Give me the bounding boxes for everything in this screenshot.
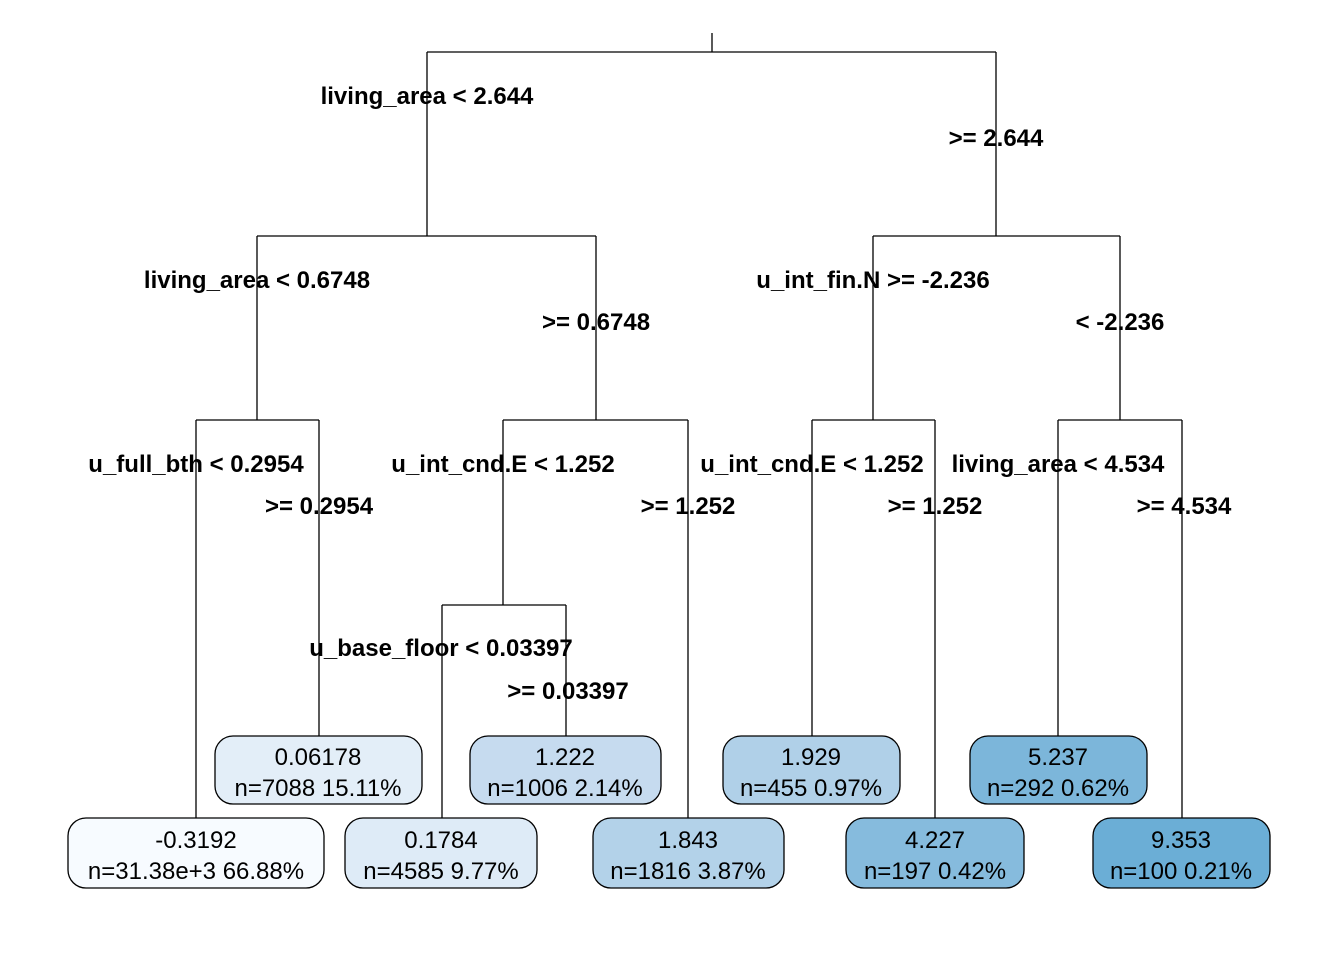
split-lr-right-label: >= 1.252 [641,493,736,520]
leaf-box [67,817,325,889]
leaf-box [722,735,901,805]
split-l-right-label: >= 0.6748 [542,309,650,336]
leaf-stats: n=1816 3.87% [610,858,765,885]
edge-lr [502,419,689,818]
leaf-value: 0.06178 [275,744,362,771]
split-rr-right-label: >= 4.534 [1137,493,1232,520]
leaf-stats: n=455 0.97% [740,775,882,802]
leaf-value: 0.1784 [404,827,477,854]
split-r-right-label: < -2.236 [1076,309,1165,336]
split-rl-left-label: u_int_cnd.E < 1.252 [700,451,923,478]
leaf-node: 4.227 n=197 0.42% [845,817,1025,889]
leaf-box [592,817,785,889]
leaf-node: -0.3192 n=31.38e+3 66.88% [67,817,325,889]
leaf-node: 1.843 n=1816 3.87% [592,817,785,889]
tree-edges [195,33,1183,818]
leaf-value: 1.929 [781,744,841,771]
leaf-node: 9.353 n=100 0.21% [1092,817,1271,889]
leaf-stats: n=1006 2.14% [487,775,642,802]
leaf-value: 9.353 [1151,827,1211,854]
leaf-value: -0.3192 [155,827,236,854]
split-l-left-label: living_area < 0.6748 [144,267,370,294]
leaf-stats: n=197 0.42% [864,858,1006,885]
leaf-node: 0.1784 n=4585 9.77% [344,817,538,889]
split-lrl-left-label: u_base_floor < 0.03397 [309,635,572,662]
leaf-stats: n=4585 9.77% [363,858,518,885]
edge-l [256,235,597,420]
split-rl-right-label: >= 1.252 [888,493,983,520]
split-root-right-label: >= 2.644 [949,125,1044,152]
split-rr-left-label: living_area < 4.534 [952,451,1165,478]
split-root-left-label: living_area < 2.644 [321,83,534,110]
leaf-node: 1.929 n=455 0.97% [722,735,901,805]
leaf-stats: n=100 0.21% [1110,858,1252,885]
leaf-stats: n=31.38e+3 66.88% [88,858,304,885]
leaf-node: 1.222 n=1006 2.14% [469,735,662,805]
edge-rl [811,419,936,818]
split-lrl-right-label: >= 0.03397 [507,678,628,705]
edge-r [872,235,1121,420]
leaf-node: 0.06178 n=7088 15.11% [214,735,423,805]
leaf-box [214,735,423,805]
leaf-box [845,817,1025,889]
leaf-value: 5.237 [1028,744,1088,771]
split-ll-left-label: u_full_bth < 0.2954 [88,451,304,478]
edge-rr [1057,419,1183,818]
leaf-box [969,735,1148,805]
leaf-value: 1.843 [658,827,718,854]
split-labels: living_area < 2.644 >= 2.644 living_area… [88,83,1232,705]
leaf-stats: n=7088 15.11% [234,775,401,802]
edge-ll [195,419,320,818]
leaf-stats: n=292 0.62% [987,775,1129,802]
leaf-box [1092,817,1271,889]
split-lr-left-label: u_int_cnd.E < 1.252 [391,451,614,478]
edge-lrl [441,604,567,818]
leaf-node: 5.237 n=292 0.62% [969,735,1148,805]
leaf-value: 1.222 [535,744,595,771]
leaf-box [469,735,662,805]
leaf-value: 4.227 [905,827,965,854]
edge-root [426,33,997,236]
leaf-box [344,817,538,889]
split-ll-right-label: >= 0.2954 [265,493,374,520]
split-r-left-label: u_int_fin.N >= -2.236 [756,267,989,294]
